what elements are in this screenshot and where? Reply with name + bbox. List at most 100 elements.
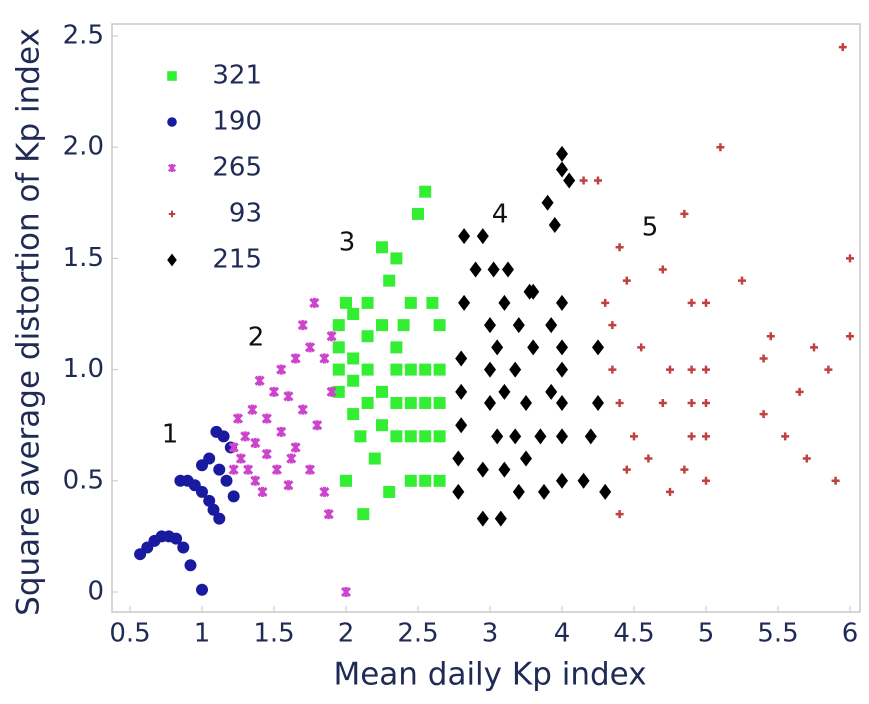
point — [250, 475, 261, 486]
point — [361, 396, 374, 409]
point — [556, 339, 568, 356]
point — [592, 394, 604, 411]
point — [702, 476, 710, 485]
x-tick-label: 5 — [698, 619, 715, 649]
point — [319, 353, 330, 364]
point — [509, 428, 522, 445]
y-tick-label: 0 — [87, 577, 104, 607]
point — [838, 43, 847, 52]
point — [390, 430, 403, 443]
point — [498, 294, 511, 311]
point — [213, 512, 226, 525]
point — [498, 383, 511, 400]
point — [196, 583, 208, 596]
point — [608, 321, 617, 330]
point — [419, 363, 432, 376]
point — [213, 463, 226, 476]
point — [687, 398, 696, 407]
point — [738, 276, 746, 285]
point — [220, 474, 233, 487]
point — [556, 294, 568, 311]
point — [404, 296, 417, 309]
x-tick-label: 0.5 — [109, 619, 150, 649]
point — [228, 464, 239, 475]
point — [810, 343, 818, 352]
point — [476, 510, 489, 527]
point — [323, 509, 334, 520]
point — [433, 474, 446, 487]
point — [319, 486, 330, 497]
point — [846, 332, 854, 341]
legend-marker — [167, 253, 177, 267]
point — [304, 464, 316, 475]
point — [376, 241, 388, 254]
x-tick-label: 6 — [842, 619, 859, 649]
point — [615, 243, 624, 252]
x-tick-label: 4.5 — [613, 619, 654, 649]
point — [658, 265, 667, 274]
legend-label: 321 — [212, 61, 262, 91]
point — [247, 404, 258, 415]
point — [601, 298, 610, 307]
point — [484, 317, 496, 334]
point — [622, 276, 631, 285]
point — [283, 391, 294, 402]
point — [556, 472, 568, 489]
point — [637, 343, 646, 352]
point — [326, 331, 337, 342]
point — [354, 430, 367, 443]
point — [455, 350, 468, 367]
point — [376, 419, 388, 432]
point — [523, 283, 536, 300]
point — [512, 317, 525, 334]
cluster-label: 4 — [492, 200, 509, 230]
point — [520, 450, 532, 467]
point — [177, 541, 190, 554]
legend-label: 190 — [212, 107, 262, 137]
point — [383, 485, 396, 498]
point — [217, 430, 230, 443]
point — [240, 431, 251, 442]
point — [203, 452, 216, 465]
point — [491, 428, 504, 445]
point — [404, 363, 417, 376]
point — [368, 452, 381, 465]
legend-marker — [168, 210, 176, 218]
point — [666, 487, 674, 496]
cluster-label: 2 — [248, 323, 265, 353]
point — [309, 297, 320, 308]
point — [357, 508, 370, 521]
legend-marker — [167, 71, 177, 81]
point — [702, 432, 710, 441]
point — [347, 408, 360, 421]
point — [484, 394, 496, 411]
x-tick-label: 3 — [482, 619, 499, 649]
point — [228, 442, 239, 453]
point — [538, 483, 550, 500]
point — [702, 298, 710, 307]
point — [383, 274, 396, 287]
point — [261, 413, 272, 424]
point — [498, 461, 511, 478]
point — [702, 398, 710, 407]
point — [232, 413, 244, 424]
point — [361, 363, 374, 376]
point — [297, 320, 308, 331]
point — [527, 339, 540, 356]
legend-label: 265 — [212, 153, 262, 183]
point — [759, 410, 768, 419]
point — [556, 428, 568, 445]
point — [680, 209, 689, 218]
point — [227, 490, 240, 503]
y-tick-label: 0.5 — [63, 465, 104, 495]
point — [556, 145, 568, 162]
point — [615, 510, 624, 519]
y-tick-label: 2.5 — [63, 21, 104, 51]
point — [455, 383, 468, 400]
point — [545, 317, 558, 334]
point — [433, 319, 446, 332]
legend-marker — [167, 163, 177, 173]
point — [203, 494, 216, 507]
point — [491, 339, 504, 356]
point — [312, 420, 323, 431]
